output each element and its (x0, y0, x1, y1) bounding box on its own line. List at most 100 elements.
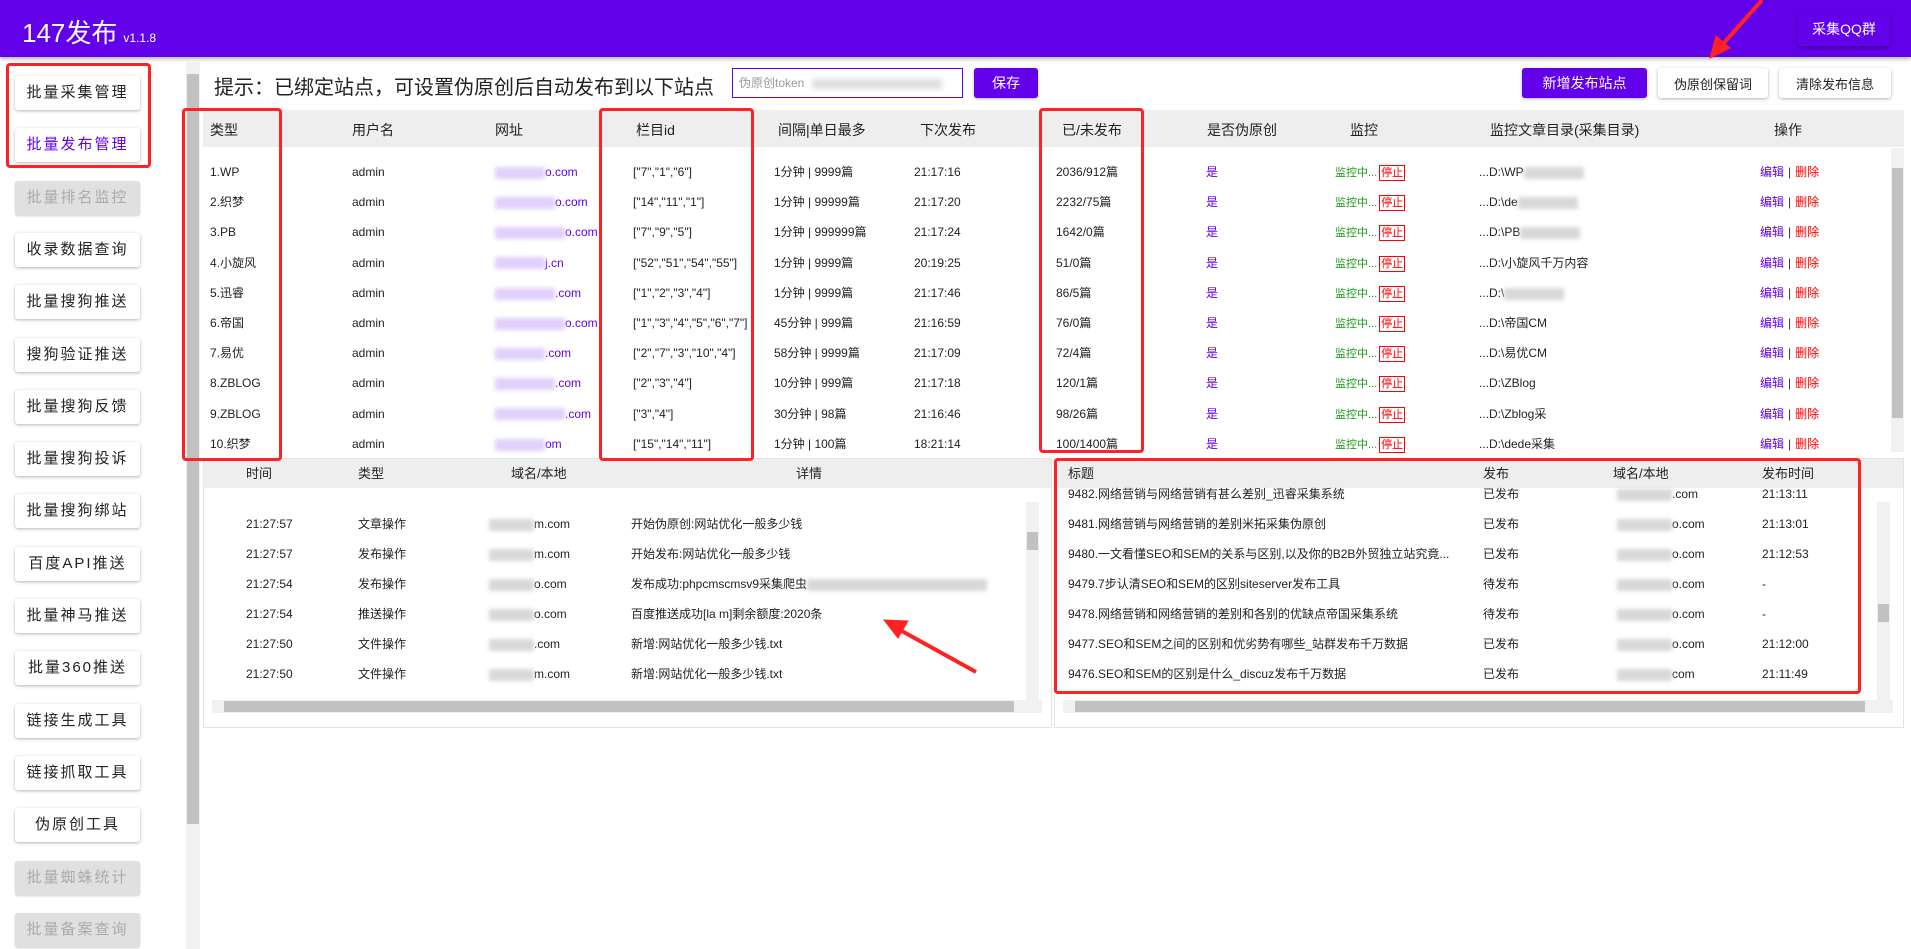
stop-button[interactable]: 停止 (1379, 195, 1406, 212)
column-header[interactable]: 时间 (246, 466, 273, 481)
site-url[interactable]: .com (495, 399, 591, 429)
edit-link[interactable]: 编辑 (1760, 285, 1785, 300)
column-header[interactable]: 网址 (495, 122, 523, 138)
sidebar-scrollbar[interactable] (186, 62, 200, 949)
save-button[interactable]: 保存 (974, 68, 1038, 98)
sidebar-item[interactable]: 批量搜狗投诉 (15, 442, 140, 477)
articles-scroll-thumb[interactable] (1878, 604, 1889, 622)
token-input[interactable]: 伪原创token (732, 68, 963, 98)
sidebar-item[interactable]: 伪原创工具 (15, 808, 140, 843)
sidebar-item[interactable]: 链接抓取工具 (15, 755, 140, 790)
qq-group-button[interactable]: 采集QQ群 (1798, 12, 1890, 46)
sidebar-scroll-thumb[interactable] (187, 74, 199, 824)
add-site-button[interactable]: 新增发布站点 (1522, 68, 1647, 98)
sidebar-item[interactable]: 批量发布管理 (15, 128, 140, 163)
sidebar-item[interactable]: 批量采集管理 (15, 76, 140, 110)
pseudo-original-flag[interactable]: 是 (1206, 376, 1219, 391)
column-header[interactable]: 栏目id (636, 122, 675, 138)
column-header[interactable]: 监控 (1350, 122, 1378, 138)
pseudo-original-flag[interactable]: 是 (1206, 255, 1219, 270)
stop-button[interactable]: 停止 (1379, 436, 1406, 453)
column-header[interactable]: 域名/本地 (511, 466, 567, 481)
column-header[interactable]: 用户名 (352, 122, 394, 138)
site-url[interactable]: j.cn (495, 248, 564, 278)
stop-button[interactable]: 停止 (1379, 376, 1406, 393)
pseudo-original-flag[interactable]: 是 (1206, 406, 1219, 421)
column-header[interactable]: 发布 (1483, 466, 1510, 481)
column-header[interactable]: 类型 (358, 466, 385, 481)
column-header[interactable]: 发布时间 (1762, 466, 1815, 481)
delete-link[interactable]: 删除 (1795, 406, 1820, 421)
column-header[interactable]: 详情 (796, 466, 823, 481)
site-url[interactable]: .com (495, 368, 581, 398)
sidebar-item[interactable]: 批量搜狗绑站 (15, 494, 140, 529)
column-header[interactable]: 间隔|单日最多 (778, 122, 866, 138)
stop-button[interactable]: 停止 (1379, 165, 1406, 181)
pseudo-original-flag[interactable]: 是 (1206, 346, 1219, 361)
pseudo-original-flag[interactable]: 是 (1206, 165, 1219, 179)
sidebar-item[interactable]: 批量搜狗推送 (15, 285, 140, 320)
site-url[interactable]: .com (495, 278, 581, 308)
sites-scroll-thumb[interactable] (1892, 168, 1903, 418)
delete-link[interactable]: 删除 (1795, 225, 1820, 240)
pseudo-original-flag[interactable]: 是 (1206, 195, 1219, 210)
edit-link[interactable]: 编辑 (1760, 406, 1785, 421)
stop-button[interactable]: 停止 (1379, 255, 1406, 272)
delete-link[interactable]: 删除 (1795, 376, 1820, 391)
site-url[interactable]: .com (495, 338, 571, 368)
sidebar-item[interactable]: 链接生成工具 (15, 703, 140, 738)
edit-link[interactable]: 编辑 (1760, 165, 1785, 179)
sidebar-item[interactable]: 批量神马推送 (15, 599, 140, 633)
log-hscroll-thumb[interactable] (224, 701, 1014, 712)
articles-hscroll-thumb[interactable] (1075, 701, 1865, 712)
delete-link[interactable]: 删除 (1795, 255, 1820, 270)
column-header[interactable]: 监控文章目录(采集目录) (1490, 122, 1640, 138)
sites-scrollbar[interactable] (1891, 148, 1904, 452)
site-url[interactable]: o.com (495, 217, 598, 247)
edit-link[interactable]: 编辑 (1760, 195, 1785, 210)
site-url[interactable]: om (495, 429, 562, 459)
edit-link[interactable]: 编辑 (1760, 255, 1785, 270)
delete-link[interactable]: 删除 (1795, 316, 1820, 330)
column-header[interactable]: 标题 (1068, 466, 1095, 481)
column-header[interactable]: 是否伪原创 (1207, 122, 1277, 138)
edit-link[interactable]: 编辑 (1760, 346, 1785, 361)
edit-link[interactable]: 编辑 (1760, 436, 1785, 451)
log-hscrollbar[interactable] (212, 700, 1042, 713)
sidebar-item[interactable]: 收录数据查询 (15, 232, 140, 267)
pseudo-original-flag[interactable]: 是 (1206, 285, 1219, 300)
stop-button[interactable]: 停止 (1379, 285, 1406, 302)
column-header[interactable]: 下次发布 (920, 122, 976, 138)
stop-button[interactable]: 停止 (1379, 346, 1406, 363)
column-header[interactable]: 操作 (1774, 122, 1802, 138)
site-url[interactable]: o.com (495, 157, 578, 187)
articles-hscrollbar[interactable] (1063, 700, 1893, 713)
delete-link[interactable]: 删除 (1795, 346, 1820, 361)
keep-words-button[interactable]: 伪原创保留词 (1658, 68, 1768, 98)
pseudo-original-flag[interactable]: 是 (1206, 225, 1219, 240)
pseudo-original-flag[interactable]: 是 (1206, 436, 1219, 451)
edit-link[interactable]: 编辑 (1760, 225, 1785, 240)
edit-link[interactable]: 编辑 (1760, 376, 1785, 391)
stop-button[interactable]: 停止 (1379, 225, 1406, 242)
sidebar-item[interactable]: 百度API推送 (15, 546, 140, 581)
log-scroll-thumb[interactable] (1027, 532, 1038, 550)
stop-button[interactable]: 停止 (1379, 406, 1406, 423)
stop-button[interactable]: 停止 (1379, 316, 1406, 332)
sidebar-item[interactable]: 批量搜狗反馈 (15, 389, 140, 424)
site-url[interactable]: o.com (495, 187, 588, 217)
column-header[interactable]: 域名/本地 (1613, 466, 1669, 481)
delete-link[interactable]: 删除 (1795, 436, 1820, 451)
log-scrollbar[interactable] (1026, 502, 1039, 702)
edit-link[interactable]: 编辑 (1760, 316, 1785, 330)
column-header[interactable]: 已/未发布 (1062, 122, 1122, 138)
site-url[interactable]: o.com (495, 308, 598, 338)
column-header[interactable]: 类型 (210, 122, 238, 138)
sidebar-item[interactable]: 批量360推送 (15, 651, 140, 686)
delete-link[interactable]: 删除 (1795, 165, 1820, 179)
delete-link[interactable]: 删除 (1795, 285, 1820, 300)
pseudo-original-flag[interactable]: 是 (1206, 316, 1219, 330)
delete-link[interactable]: 删除 (1795, 195, 1820, 210)
sidebar-item[interactable]: 搜狗验证推送 (15, 337, 140, 372)
clear-info-button[interactable]: 清除发布信息 (1779, 68, 1891, 98)
